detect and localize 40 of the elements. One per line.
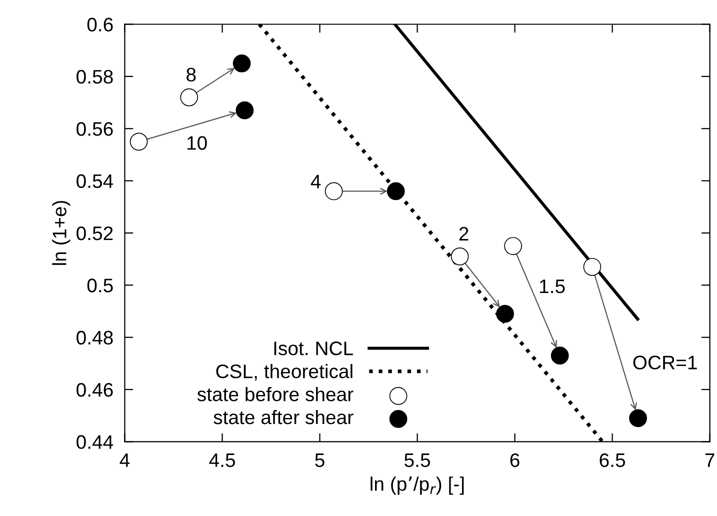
x-tick-label: 4: [120, 454, 130, 467]
x-axis-title: ln (p’/p$_{r}$) [-]: [370, 476, 464, 495]
point: [324, 182, 343, 200]
annotation: 4: [310, 174, 321, 188]
legend-label: state after shear: [214, 410, 354, 424]
point: [236, 101, 254, 120]
point: [232, 54, 251, 72]
x-tick-label: 6.5: [600, 453, 626, 468]
y-tick-label: 0.6: [87, 18, 113, 32]
point: [629, 409, 647, 428]
x-tick-label: 5.5: [404, 454, 430, 468]
x-tick-label: 4.5: [209, 454, 235, 468]
annotation: 10: [187, 136, 207, 150]
annotation: 2: [459, 226, 468, 240]
legend-label: CSL, theoretical: [216, 364, 352, 381]
annotation: OCR=1: [633, 356, 697, 370]
annotation: 8: [186, 68, 196, 82]
x-tick-label: 5: [315, 454, 324, 468]
y-tick-label: 0.5: [87, 278, 113, 292]
point: [180, 88, 198, 106]
point: [450, 248, 469, 266]
annotation: 1.5: [540, 280, 565, 294]
y-tick-label: 0.54: [76, 174, 114, 188]
y-tick-label: 0.48: [76, 330, 113, 345]
point: [583, 258, 602, 276]
x-tick-label: 6: [510, 453, 520, 468]
y-axis-title: ln (1+e): [52, 200, 70, 265]
y-tick-label: 0.52: [76, 226, 113, 240]
legend-label: Isot. NCL: [274, 342, 353, 356]
y-tick-label: 0.44: [76, 435, 114, 449]
legend-label: state before shear: [197, 386, 354, 402]
point: [550, 346, 569, 365]
y-tick-label: 0.56: [76, 122, 113, 136]
point: [386, 182, 405, 200]
point: [504, 237, 522, 255]
y-tick-label: 0.46: [76, 382, 113, 397]
y-tick-label: 0.58: [76, 70, 113, 84]
point: [496, 304, 514, 323]
point: [130, 132, 148, 151]
x-tick-label: 7: [705, 454, 714, 467]
